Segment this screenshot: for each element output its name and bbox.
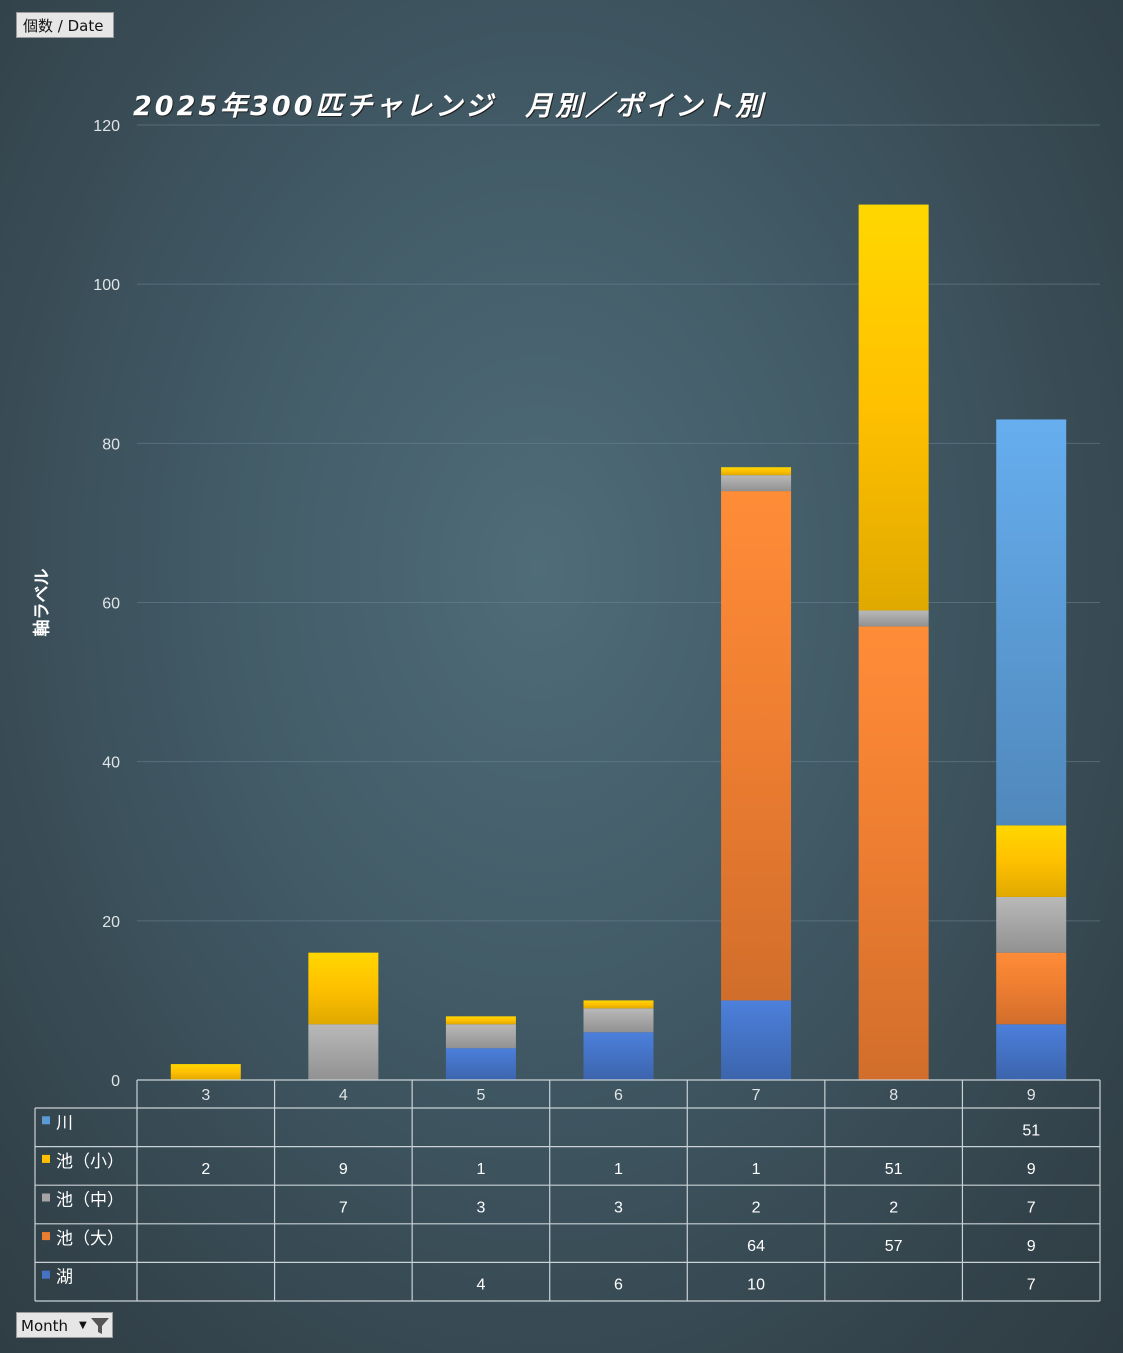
- bar-segment: [721, 475, 792, 492]
- y-tick-label: 20: [102, 914, 120, 931]
- y-tick-label: 100: [93, 277, 120, 294]
- x-category-label: 5: [476, 1087, 485, 1104]
- legend-series-label: 池（小）: [56, 1152, 124, 1172]
- bar-segment: [445, 1048, 516, 1080]
- legend-series-label: 川: [56, 1113, 73, 1133]
- table-cell-value: 1: [614, 1161, 623, 1178]
- x-category-label: 4: [339, 1087, 348, 1104]
- table-cell-value: 9: [339, 1161, 348, 1178]
- legend-swatch: [42, 1232, 50, 1241]
- legend-series-label: 池（大）: [56, 1229, 124, 1249]
- y-tick-label: 40: [102, 755, 120, 772]
- table-cell-value: 1: [476, 1161, 485, 1178]
- legend-swatch: [42, 1270, 50, 1279]
- dropdown-arrow-icon: ▼: [79, 1320, 87, 1331]
- filter-icon: [91, 1318, 109, 1334]
- bar-segment: [996, 952, 1067, 1025]
- x-category-label: 3: [201, 1087, 210, 1104]
- table-cell-value: 10: [747, 1277, 765, 1294]
- legend-series-label: 湖: [56, 1268, 73, 1288]
- y-tick-label: 0: [111, 1073, 120, 1090]
- table-cell-value: 57: [885, 1238, 903, 1255]
- legend-swatch: [42, 1116, 50, 1125]
- x-category-label: 8: [889, 1087, 898, 1104]
- bar-segment: [996, 896, 1067, 953]
- table-cell-value: 64: [747, 1238, 765, 1255]
- legend-swatch: [42, 1154, 50, 1163]
- legend-swatch: [42, 1193, 50, 1202]
- legend-series-label: 池（中）: [56, 1191, 124, 1211]
- bar-segment: [858, 626, 929, 1080]
- bar-segment: [721, 1000, 792, 1080]
- table-cell-value: 9: [1027, 1238, 1036, 1255]
- bar-segment: [721, 491, 792, 1001]
- bar-segment: [858, 204, 929, 611]
- bar-segment: [445, 1024, 516, 1049]
- x-category-label: 7: [752, 1087, 761, 1104]
- bar-segment: [583, 1032, 654, 1080]
- table-cell-value: 51: [885, 1161, 903, 1178]
- table-cell-value: 7: [1027, 1200, 1036, 1217]
- table-cell-value: 7: [339, 1200, 348, 1217]
- table-cell-value: 3: [614, 1200, 623, 1217]
- table-cell-value: 6: [614, 1277, 623, 1294]
- x-category-label: 9: [1027, 1087, 1036, 1104]
- bar-segment: [583, 1008, 654, 1033]
- y-tick-label: 120: [93, 118, 120, 135]
- bar-segment: [721, 467, 792, 476]
- table-cell-value: 7: [1027, 1277, 1036, 1294]
- bar-segment: [858, 610, 929, 627]
- bar-segment: [996, 825, 1067, 897]
- y-tick-label: 60: [102, 596, 120, 613]
- axis-field-label: Month: [21, 1317, 69, 1335]
- table-cell-value: 2: [752, 1200, 761, 1217]
- axis-field-button[interactable]: Month ▼: [16, 1312, 113, 1338]
- bar-segment: [308, 1024, 379, 1080]
- table-cell-value: 4: [476, 1277, 485, 1294]
- bar-segment: [170, 1064, 241, 1080]
- x-category-label: 6: [614, 1087, 623, 1104]
- bar-segment: [996, 419, 1067, 826]
- bar-segment: [445, 1016, 516, 1025]
- table-cell-value: 1: [752, 1161, 761, 1178]
- table-cell-value: 2: [889, 1200, 898, 1217]
- chart-title: 2025年300匹チャレンジ 月別／ポイント別: [133, 91, 766, 122]
- bar-segment: [996, 1024, 1067, 1080]
- table-cell-value: 2: [201, 1161, 210, 1178]
- bar-segment: [308, 952, 379, 1025]
- table-cell-value: 3: [476, 1200, 485, 1217]
- table-cell-value: 9: [1027, 1161, 1036, 1178]
- values-field-button[interactable]: 個数 / Date: [16, 12, 114, 38]
- y-tick-label: 80: [102, 436, 120, 453]
- table-cell-value: 51: [1022, 1122, 1040, 1139]
- bar-segment: [583, 1000, 654, 1009]
